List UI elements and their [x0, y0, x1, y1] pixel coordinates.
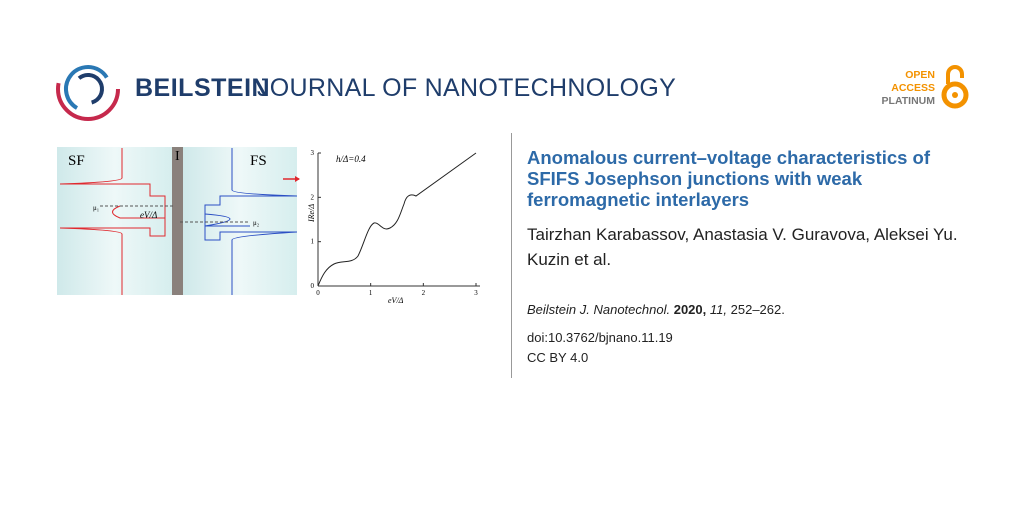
voltage-label: eV/Δ [140, 210, 157, 220]
x-axis-label: eV/Δ [388, 296, 404, 305]
x-tick-label: 1 [369, 289, 373, 297]
x-tick-label: 3 [474, 289, 478, 297]
dos-curve [112, 205, 165, 219]
iv-curve [317, 152, 477, 287]
journal-logo [56, 57, 120, 121]
logo-ring [72, 73, 104, 106]
y-axis-label: IRe/Δ [307, 204, 316, 223]
y-tick-label: 2 [311, 193, 315, 201]
plot-parameter: h/Δ=0.4 [336, 154, 366, 164]
authors: Tairzhan Karabassov, Anastasia V. Guravo… [527, 225, 958, 269]
logo-ring [56, 57, 120, 121]
level-label: μ₂ [253, 219, 260, 227]
open-access-icon [941, 65, 969, 109]
citation: Beilstein J. Nanotechnol. 2020, 11, 252–… [527, 302, 785, 317]
arrow [295, 176, 300, 182]
panel [183, 147, 297, 295]
y-tick-label: 0 [311, 282, 315, 290]
dos-curve [204, 213, 250, 227]
year: 2020, [673, 302, 707, 317]
divider [511, 133, 512, 378]
journal-abbrev: Beilstein J. Nanotechnol. [527, 302, 671, 317]
panel-label: I [175, 149, 180, 164]
x-tick-label: 2 [422, 289, 426, 297]
pages: 252–262. [730, 302, 785, 317]
doi: doi:10.3762/bjnano.11.19 [527, 330, 673, 345]
panel [57, 147, 172, 295]
badge-text: OPEN [905, 69, 935, 81]
journal-name: BEILSTEIN [135, 74, 271, 102]
badge-text: PLATINUM [881, 95, 935, 107]
panel-label: FS [250, 153, 267, 169]
journal-name: JOURNAL OF NANOTECHNOLOGY [257, 74, 677, 102]
panel-label: SF [68, 153, 85, 169]
y-tick-label: 1 [311, 238, 315, 246]
dos-curve [59, 148, 166, 295]
x-tick-label: 0 [316, 289, 320, 297]
article-title: Anomalous current–voltage characteristic… [527, 147, 931, 210]
volume: 11, [709, 302, 727, 317]
badge-text: ACCESS [891, 82, 935, 94]
graphical-abstract: SF I FS μ₁ μ₂ eV/Δ h/Δ=0.4 IRe/Δ eV/Δ 0 1… [57, 147, 480, 305]
barrier [172, 147, 183, 295]
y-tick-label: 3 [311, 149, 315, 157]
logo-ring [63, 65, 112, 113]
license: CC BY 4.0 [527, 350, 589, 365]
level-label: μ₁ [93, 204, 99, 212]
